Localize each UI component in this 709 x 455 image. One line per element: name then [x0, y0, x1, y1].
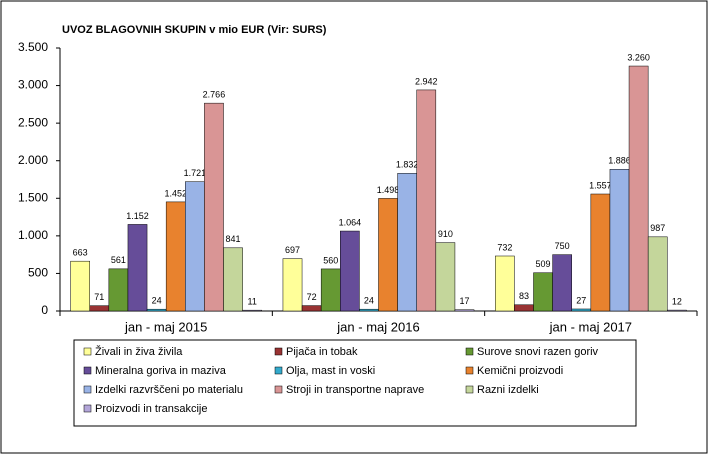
bar [359, 308, 379, 312]
bar [435, 242, 456, 312]
y-tick-label: 500 [28, 266, 48, 280]
legend-swatch [83, 385, 92, 394]
value-label: 3.260 [627, 52, 650, 62]
legend-swatch [83, 347, 92, 356]
y-tick-label: 2.000 [18, 153, 48, 167]
bar [320, 268, 341, 312]
bar [165, 201, 186, 312]
x-tick-label: jan - maj 2016 [336, 319, 419, 334]
x-tick-label: jan - maj 2017 [549, 319, 632, 334]
value-label: 2.766 [203, 90, 226, 100]
bar [514, 304, 534, 312]
legend-label: Kemični proizvodi [477, 365, 563, 377]
bar [204, 102, 224, 312]
value-label: 841 [226, 234, 241, 244]
bar [223, 247, 243, 312]
value-label: 732 [497, 242, 512, 252]
value-label: 1.832 [396, 160, 419, 170]
value-label: 24 [364, 296, 374, 306]
value-label: 72 [307, 292, 317, 302]
value-label: 750 [555, 241, 570, 251]
value-label: 663 [73, 248, 88, 258]
legend-swatch [274, 347, 283, 356]
legend-label: Mineralna goriva in maziva [95, 365, 227, 377]
value-label: 83 [519, 291, 529, 301]
y-tick-label: 3.500 [18, 40, 48, 54]
value-label: 1.064 [339, 217, 362, 227]
bar [282, 258, 303, 312]
bar [70, 260, 90, 312]
bar [397, 173, 417, 312]
value-label: 561 [111, 255, 126, 265]
legend-swatch [465, 347, 474, 356]
y-tick-label: 1.000 [18, 228, 48, 242]
y-tick-label: 2.500 [18, 115, 48, 129]
value-label: 697 [285, 245, 300, 255]
bar [340, 230, 360, 312]
value-label: 1.557 [589, 180, 612, 190]
x-tick-label: jan - maj 2015 [124, 319, 207, 334]
y-tick-label: 1.500 [18, 190, 48, 204]
value-label: 11 [247, 297, 256, 307]
value-label: 27 [576, 295, 586, 305]
legend-swatch [465, 385, 474, 394]
value-label: 12 [672, 296, 682, 306]
bar [609, 169, 630, 312]
value-label: 910 [438, 229, 453, 239]
bar [185, 181, 205, 312]
legend-label: Razni izdelki [477, 384, 539, 396]
bar [571, 308, 592, 312]
value-label: 17 [459, 296, 469, 306]
legend-swatch [274, 366, 283, 375]
value-label: 509 [536, 259, 551, 269]
bar [378, 198, 398, 312]
legend-swatch [274, 385, 283, 394]
bar [454, 309, 475, 312]
bar [127, 224, 148, 312]
bar [667, 309, 687, 312]
bar [495, 255, 515, 312]
legend-swatch [83, 366, 92, 375]
legend-label: Izdelki razvrščeni po materialu [95, 384, 243, 396]
legend-swatch [83, 404, 92, 413]
value-label: 1.721 [184, 168, 207, 178]
bar [533, 272, 553, 312]
legend-label: Olja, mast in voski [286, 365, 375, 377]
bar [628, 65, 649, 312]
bar [416, 89, 437, 312]
y-tick-label: 3.000 [18, 78, 48, 92]
value-label: 1.498 [377, 185, 400, 195]
bar [146, 308, 167, 312]
value-label: 987 [650, 223, 665, 233]
value-label: 1.152 [126, 211, 149, 221]
value-label: 24 [152, 296, 162, 306]
legend-box [73, 339, 637, 427]
y-tick-label: 0 [41, 303, 48, 317]
legend-label: Pijača in tobak [286, 346, 358, 358]
legend-swatch [465, 366, 474, 375]
bar [242, 309, 262, 312]
legend-label: Proizvodi in transakcije [95, 403, 208, 415]
bar [590, 193, 611, 312]
bar [552, 254, 572, 312]
bar [89, 305, 110, 312]
legend-label: Stroji in transportne naprave [286, 384, 424, 396]
value-label: 560 [323, 255, 338, 265]
value-label: 1.452 [164, 188, 187, 198]
value-label: 1.886 [608, 156, 631, 166]
bar [301, 305, 322, 312]
value-label: 2.942 [415, 76, 438, 86]
legend-label: Živali in živa živila [95, 345, 183, 358]
legend-label: Surove snovi razen goriv [477, 346, 599, 358]
bar [108, 268, 129, 312]
value-label: 71 [94, 292, 104, 302]
bar [647, 236, 668, 312]
chart-title: UVOZ BLAGOVNIH SKUPIN v mio EUR (Vir: SU… [62, 24, 327, 36]
